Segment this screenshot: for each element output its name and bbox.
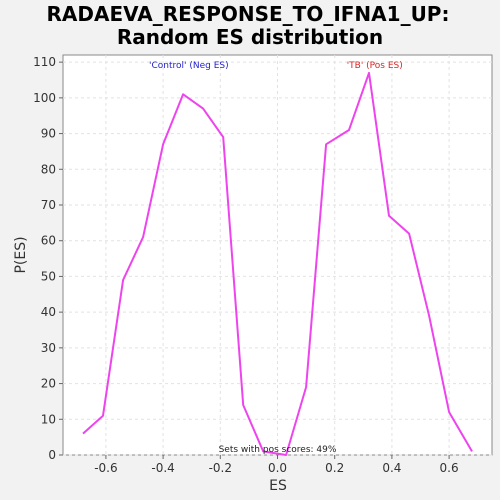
grid-lines	[63, 55, 492, 456]
x-tick-label: 0.2	[325, 461, 344, 475]
x-tick-label: -0.6	[94, 461, 117, 475]
x-tick-label: -0.4	[151, 461, 174, 475]
axis-ticks: -0.6 -0.4 -0.2 0.0 0.2 0.4 0.6 0 10 20 30 40 50 60 70 8…	[33, 55, 459, 475]
chart-title: RADAEVA_RESPONSE_TO_IFNA1_UP:	[47, 2, 450, 26]
y-tick-label: 70	[41, 198, 56, 212]
x-tick-label: -0.2	[209, 461, 232, 475]
y-tick-label: 40	[41, 305, 56, 319]
y-tick-label: 30	[41, 341, 56, 355]
pos-es-label: 'TB' (Pos ES)	[347, 61, 403, 71]
neg-es-label: 'Control' (Neg ES)	[149, 61, 229, 71]
y-tick-label: 100	[33, 91, 56, 105]
x-tick-label: 0.4	[382, 461, 401, 475]
y-tick-label: 0	[48, 448, 56, 462]
y-tick-label: 110	[33, 55, 56, 69]
x-axis-label: ES	[269, 478, 287, 494]
series-group	[82, 71, 473, 456]
y-tick-label: 80	[41, 162, 56, 176]
y-tick-label: 60	[41, 234, 56, 248]
series-line	[82, 71, 473, 456]
y-tick-label: 10	[41, 412, 56, 426]
pos-scores-note: Sets with pos scores: 49%	[219, 445, 337, 455]
y-tick-label: 90	[41, 127, 56, 141]
y-axis-label: P(ES)	[13, 236, 29, 273]
y-tick-label: 20	[41, 377, 56, 391]
y-tick-label: 50	[41, 269, 56, 283]
x-tick-label: 0.0	[268, 461, 287, 475]
x-tick-label: 0.6	[440, 461, 459, 475]
chart-subtitle: Random ES distribution	[117, 25, 383, 49]
